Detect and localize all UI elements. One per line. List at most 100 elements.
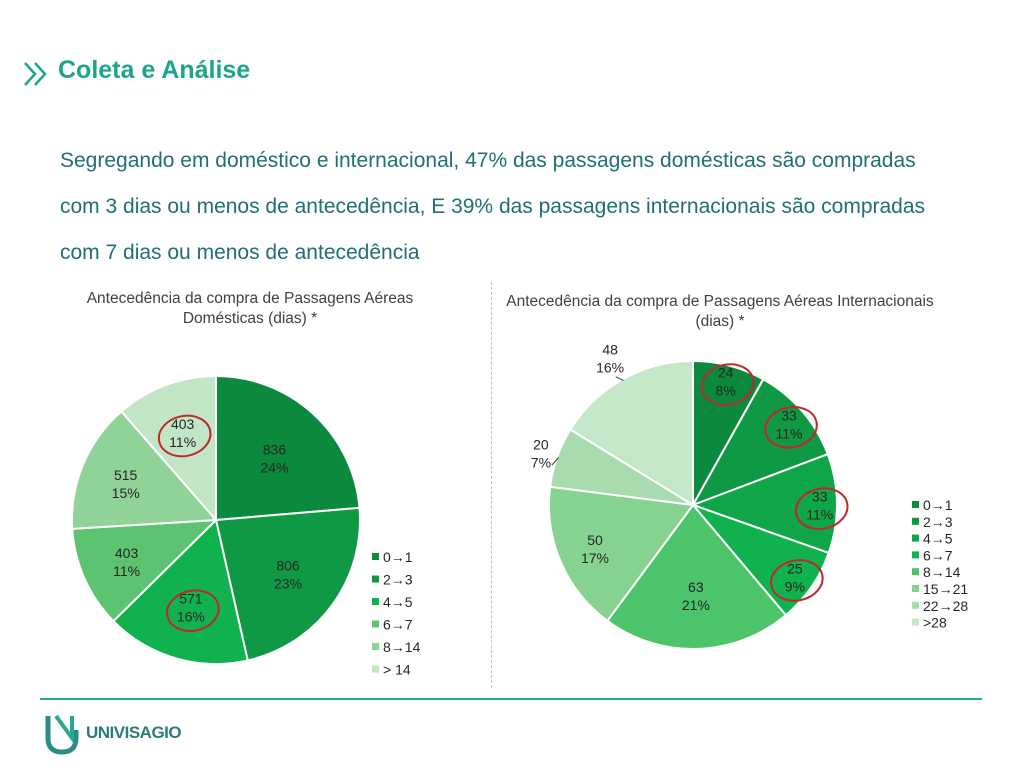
international-value-label: 63 xyxy=(688,579,704,595)
domestic-legend-label: > 14 xyxy=(383,662,411,678)
international-highlight-circle xyxy=(764,405,818,449)
international-highlight-circle xyxy=(770,559,824,602)
domestic-legend-item: > 14 xyxy=(372,662,411,678)
international-legend-swatch xyxy=(912,601,919,609)
international-legend-label: 4→5 xyxy=(923,531,953,547)
domestic-highlight-circle xyxy=(166,589,220,632)
international-percent-label: 8% xyxy=(716,383,736,399)
international-legend-swatch xyxy=(912,534,919,542)
international-legend-label: 2→3 xyxy=(923,514,953,530)
international-legend-item: 22→28 xyxy=(912,598,968,614)
international-slice-1 xyxy=(690,377,830,507)
international-slice-0 xyxy=(692,359,765,509)
domestic-legend-item: 8→14 xyxy=(372,639,421,655)
double-chevron-icon xyxy=(24,62,47,86)
domestic-legend-item: 4→5 xyxy=(372,594,413,610)
domestic-legend-swatch xyxy=(372,620,379,628)
domestic-slice-5 xyxy=(120,374,217,523)
international-highlight-circle xyxy=(700,363,755,406)
international-percent-label: 17% xyxy=(581,550,609,566)
intro-paragraph: Segregando em doméstico e internacional,… xyxy=(60,149,926,264)
international-value-label: 50 xyxy=(587,532,603,548)
domestic-slice-2 xyxy=(111,518,249,665)
international-legend-swatch xyxy=(912,618,919,626)
international-value-label: 25 xyxy=(787,560,803,576)
footer-divider xyxy=(40,698,982,700)
international-legend-swatch xyxy=(912,501,919,508)
international-legend-label: 22→28 xyxy=(923,598,968,614)
domestic-chart-title: Antecedência da compra de Passagens Aére… xyxy=(86,290,414,327)
brand-name: UNIVISAGIO xyxy=(86,723,182,742)
domestic-legend-swatch xyxy=(372,643,379,650)
domestic-value-label: 571 xyxy=(179,591,203,607)
international-data-label-0: 248% xyxy=(700,363,755,406)
domestic-percent-label: 24% xyxy=(260,459,288,475)
international-legend-swatch xyxy=(912,551,919,559)
international-data-label-6: 207% xyxy=(531,436,551,470)
domestic-legend-label: 8→14 xyxy=(383,639,421,655)
domestic-legend-label: 2→3 xyxy=(383,572,413,588)
international-legend-item: >28 xyxy=(912,615,947,631)
domestic-slice-1 xyxy=(214,506,361,662)
domestic-value-label: 515 xyxy=(114,467,138,483)
domestic-value-label: 403 xyxy=(115,545,139,561)
international-value-label: 33 xyxy=(781,407,797,423)
international-legend-label: 0→1 xyxy=(923,497,953,513)
domestic-value-label: 836 xyxy=(263,441,287,457)
domestic-value-label: 403 xyxy=(171,416,195,432)
univisagio-logo-icon xyxy=(45,714,79,755)
chart-divider xyxy=(491,282,492,688)
domestic-legend-item: 0→1 xyxy=(372,549,413,565)
domestic-slice-3 xyxy=(71,518,219,623)
domestic-legend-swatch xyxy=(372,598,379,605)
international-legend-label: 8→14 xyxy=(923,564,961,580)
domestic-percent-label: 15% xyxy=(112,485,140,501)
international-legend-label: 15→21 xyxy=(923,581,968,597)
international-legend-item: 2→3 xyxy=(912,514,953,530)
international-legend-item: 8→14 xyxy=(912,564,961,580)
international-value-label: 33 xyxy=(812,489,828,505)
international-percent-label: 9% xyxy=(785,578,805,594)
international-legend-swatch xyxy=(912,517,919,525)
international-value-label: 48 xyxy=(602,342,618,358)
domestic-legend-swatch xyxy=(372,665,379,673)
domestic-legend-item: 2→3 xyxy=(372,572,413,588)
international-value-label: 20 xyxy=(533,436,549,452)
international-legend-swatch xyxy=(912,585,919,592)
international-legend-label: 6→7 xyxy=(923,547,953,563)
domestic-legend-label: 0→1 xyxy=(383,549,413,565)
international-value-label: 24 xyxy=(718,365,734,381)
international-slice-7 xyxy=(569,359,694,507)
domestic-percent-label: 16% xyxy=(177,609,205,625)
domestic-slice-0 xyxy=(215,374,361,522)
international-legend-item: 4→5 xyxy=(912,531,953,547)
domestic-percent-label: 11% xyxy=(113,563,140,579)
international-slice-4 xyxy=(605,503,788,650)
domestic-legend-label: 4→5 xyxy=(383,594,413,610)
domestic-legend-item: 6→7 xyxy=(372,617,413,633)
international-data-label-3: 259% xyxy=(770,559,824,602)
international-legend-label: >28 xyxy=(923,615,947,631)
international-slice-3 xyxy=(689,502,831,617)
international-percent-label: 16% xyxy=(596,360,624,376)
domestic-slice-4 xyxy=(71,409,219,530)
international-percent-label: 21% xyxy=(682,597,710,613)
international-chart-title: Antecedência da compra de Passagens Aére… xyxy=(506,293,934,330)
international-legend-item: 6→7 xyxy=(912,547,953,563)
domestic-legend-label: 6→7 xyxy=(383,617,413,633)
international-slice-5 xyxy=(548,485,695,623)
international-percent-label: 7% xyxy=(531,454,551,470)
domestic-value-label: 806 xyxy=(276,558,300,574)
domestic-legend-swatch xyxy=(372,575,379,583)
domestic-percent-label: 23% xyxy=(274,576,302,592)
